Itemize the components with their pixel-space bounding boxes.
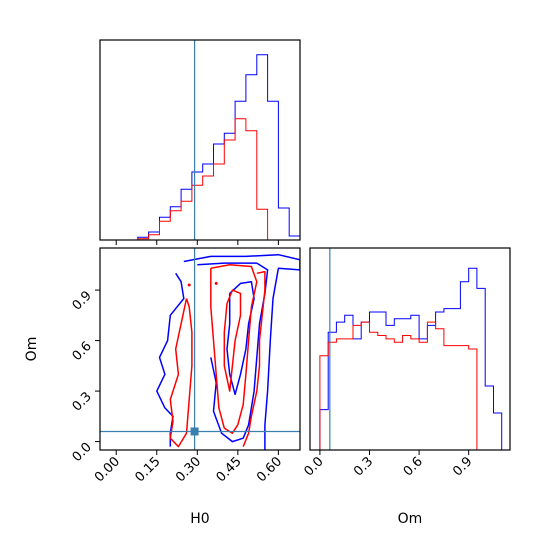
- contour-xtick-label-1: 0.15: [133, 454, 164, 485]
- h0-om-contour-panel: 0.00 0.15 0.30 0.45 0.60 0.0 0.3 0.6 0.9 H0 Om: [24, 247, 301, 527]
- contour-dot-1: [214, 281, 218, 285]
- h0-histogram-panel: [99, 39, 301, 245]
- contour-red-4: [210, 264, 258, 434]
- contour-xtick-label-0: 0.00: [92, 454, 123, 485]
- contour-blue-2: [197, 262, 269, 443]
- truth-marker: [190, 427, 199, 436]
- H0-marginal-red-histogram: [137, 118, 300, 241]
- Om-marginal-blue-histogram: [319, 267, 503, 450]
- contour-xtick-label-2: 0.30: [173, 454, 204, 485]
- contour-frame: [99, 247, 301, 451]
- om-x-axis-label: Om: [398, 511, 423, 527]
- contour-red-6: [169, 298, 193, 448]
- contour-ytick-label-0: 0.0: [70, 440, 95, 465]
- contour-red-5: [223, 289, 242, 392]
- contour-blue-3: [226, 280, 255, 396]
- Om-marginal-red-histogram: [319, 321, 502, 451]
- om-hist-xtick-label-0: 0.0: [302, 454, 327, 479]
- h0-histogram-frame: [99, 39, 301, 241]
- contour-ytick-label-3: 0.9: [70, 288, 95, 313]
- om-histogram-panel: 0.0 0.3 0.6 0.9 Om: [302, 247, 511, 527]
- om-y-axis-label: Om: [24, 337, 40, 362]
- contour-dot-0: [187, 283, 191, 287]
- contour-ytick-label-2: 0.6: [70, 339, 95, 364]
- contour-blue-0: [183, 253, 300, 450]
- contour-xtick-label-4: 0.60: [254, 454, 285, 485]
- contour-red-7: [242, 270, 266, 447]
- om-histogram-frame: [309, 247, 511, 451]
- om-hist-xtick-label-3: 0.9: [450, 454, 475, 479]
- om-hist-xtick-label-1: 0.3: [351, 454, 376, 479]
- H0-marginal-blue-histogram: [137, 54, 301, 240]
- contour-ytick-label-1: 0.3: [70, 389, 95, 414]
- om-hist-xtick-label-2: 0.6: [401, 454, 426, 479]
- contour-blue-1: [156, 272, 185, 447]
- contour-xtick-label-3: 0.45: [214, 454, 245, 485]
- h0-x-axis-label: H0: [190, 511, 209, 527]
